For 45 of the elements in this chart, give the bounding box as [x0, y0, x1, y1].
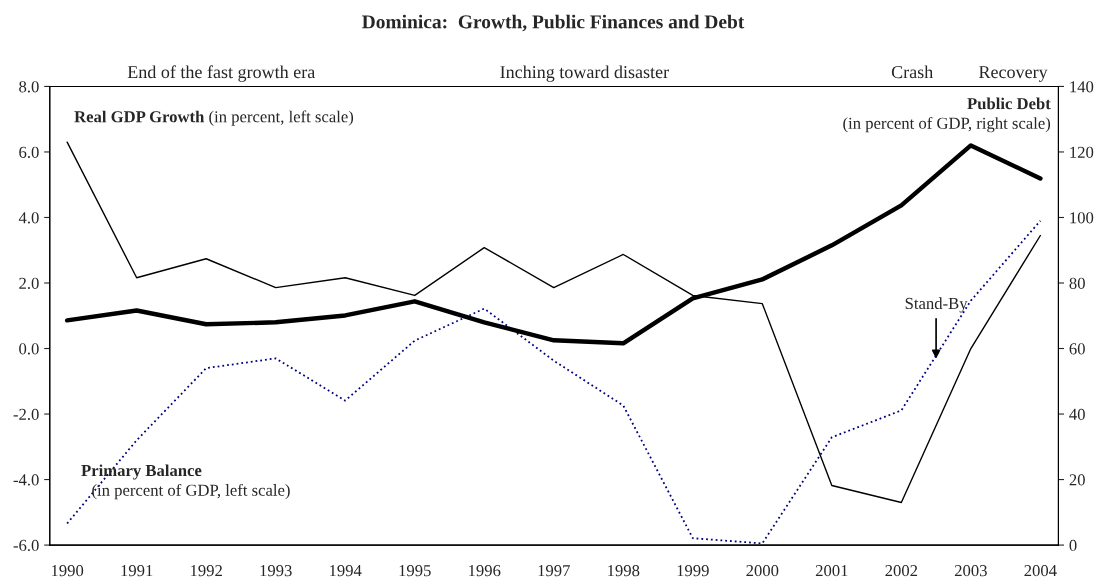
annotation: (in percent of GDP, right scale) [843, 116, 1051, 133]
x-tick-label: 1997 [538, 565, 570, 577]
y2-tick-label: 60 [1069, 343, 1085, 355]
x-tick-label: 1992 [190, 565, 222, 577]
y-tick-label: -6.0 [13, 539, 39, 552]
text: Crash [891, 65, 934, 79]
chart-title: Dominica: Growth, Public Finances and Debt [362, 14, 745, 32]
y-tick-label: 8.0 [19, 81, 39, 93]
text: End of the fast growth era [127, 65, 315, 82]
annotation: (in percent, left scale) [209, 110, 354, 126]
y2-tick-label: 0 [1069, 539, 1077, 552]
x-tick-label: 1995 [399, 565, 431, 577]
annotation: Stand-By [905, 297, 968, 313]
text: Inching toward disaster [500, 65, 669, 82]
y2-tick-label: 80 [1069, 277, 1085, 289]
y2-tick-label: 40 [1069, 408, 1085, 420]
y2-tick-label: 140 [1070, 81, 1094, 93]
y-tick-label: 0.0 [19, 343, 39, 355]
text: Recovery [978, 66, 1048, 82]
x-tick-label: 2004 [1024, 565, 1057, 577]
y-tick-label: 2.0 [19, 277, 39, 290]
series-label: Real GDP Growth [74, 110, 205, 123]
x-tick-label: 1991 [121, 565, 153, 577]
x-tick-label: 1990 [51, 565, 84, 577]
y2-tick-label: 20 [1069, 474, 1085, 486]
y2-tick-label: 100 [1070, 212, 1094, 224]
text: Public Debt [967, 97, 1051, 110]
x-tick-label: 1996 [469, 565, 501, 577]
y-tick-label: 6.0 [19, 146, 39, 158]
x-tick-label: 2002 [885, 565, 918, 577]
y-tick-label: -4.0 [13, 474, 39, 486]
x-tick-label: 2003 [954, 565, 987, 577]
y-tick-label: 4.0 [18, 212, 39, 224]
series-label: Primary Balance [81, 464, 202, 480]
x-tick-label: 1998 [608, 565, 640, 577]
x-tick-label: 2000 [746, 565, 779, 577]
x-tick-label: 1993 [260, 565, 292, 577]
y2-tick-label: 120 [1070, 146, 1094, 158]
line-series [66, 141, 1042, 504]
x-tick-label: 2001 [815, 565, 848, 577]
annotation: (in percent of GDP, left scale) [92, 483, 290, 500]
x-tick-label: 1999 [677, 565, 709, 577]
line-series [66, 219, 1042, 545]
x-tick-label: 1994 [330, 565, 362, 577]
y-tick-label: -2.0 [13, 408, 39, 421]
